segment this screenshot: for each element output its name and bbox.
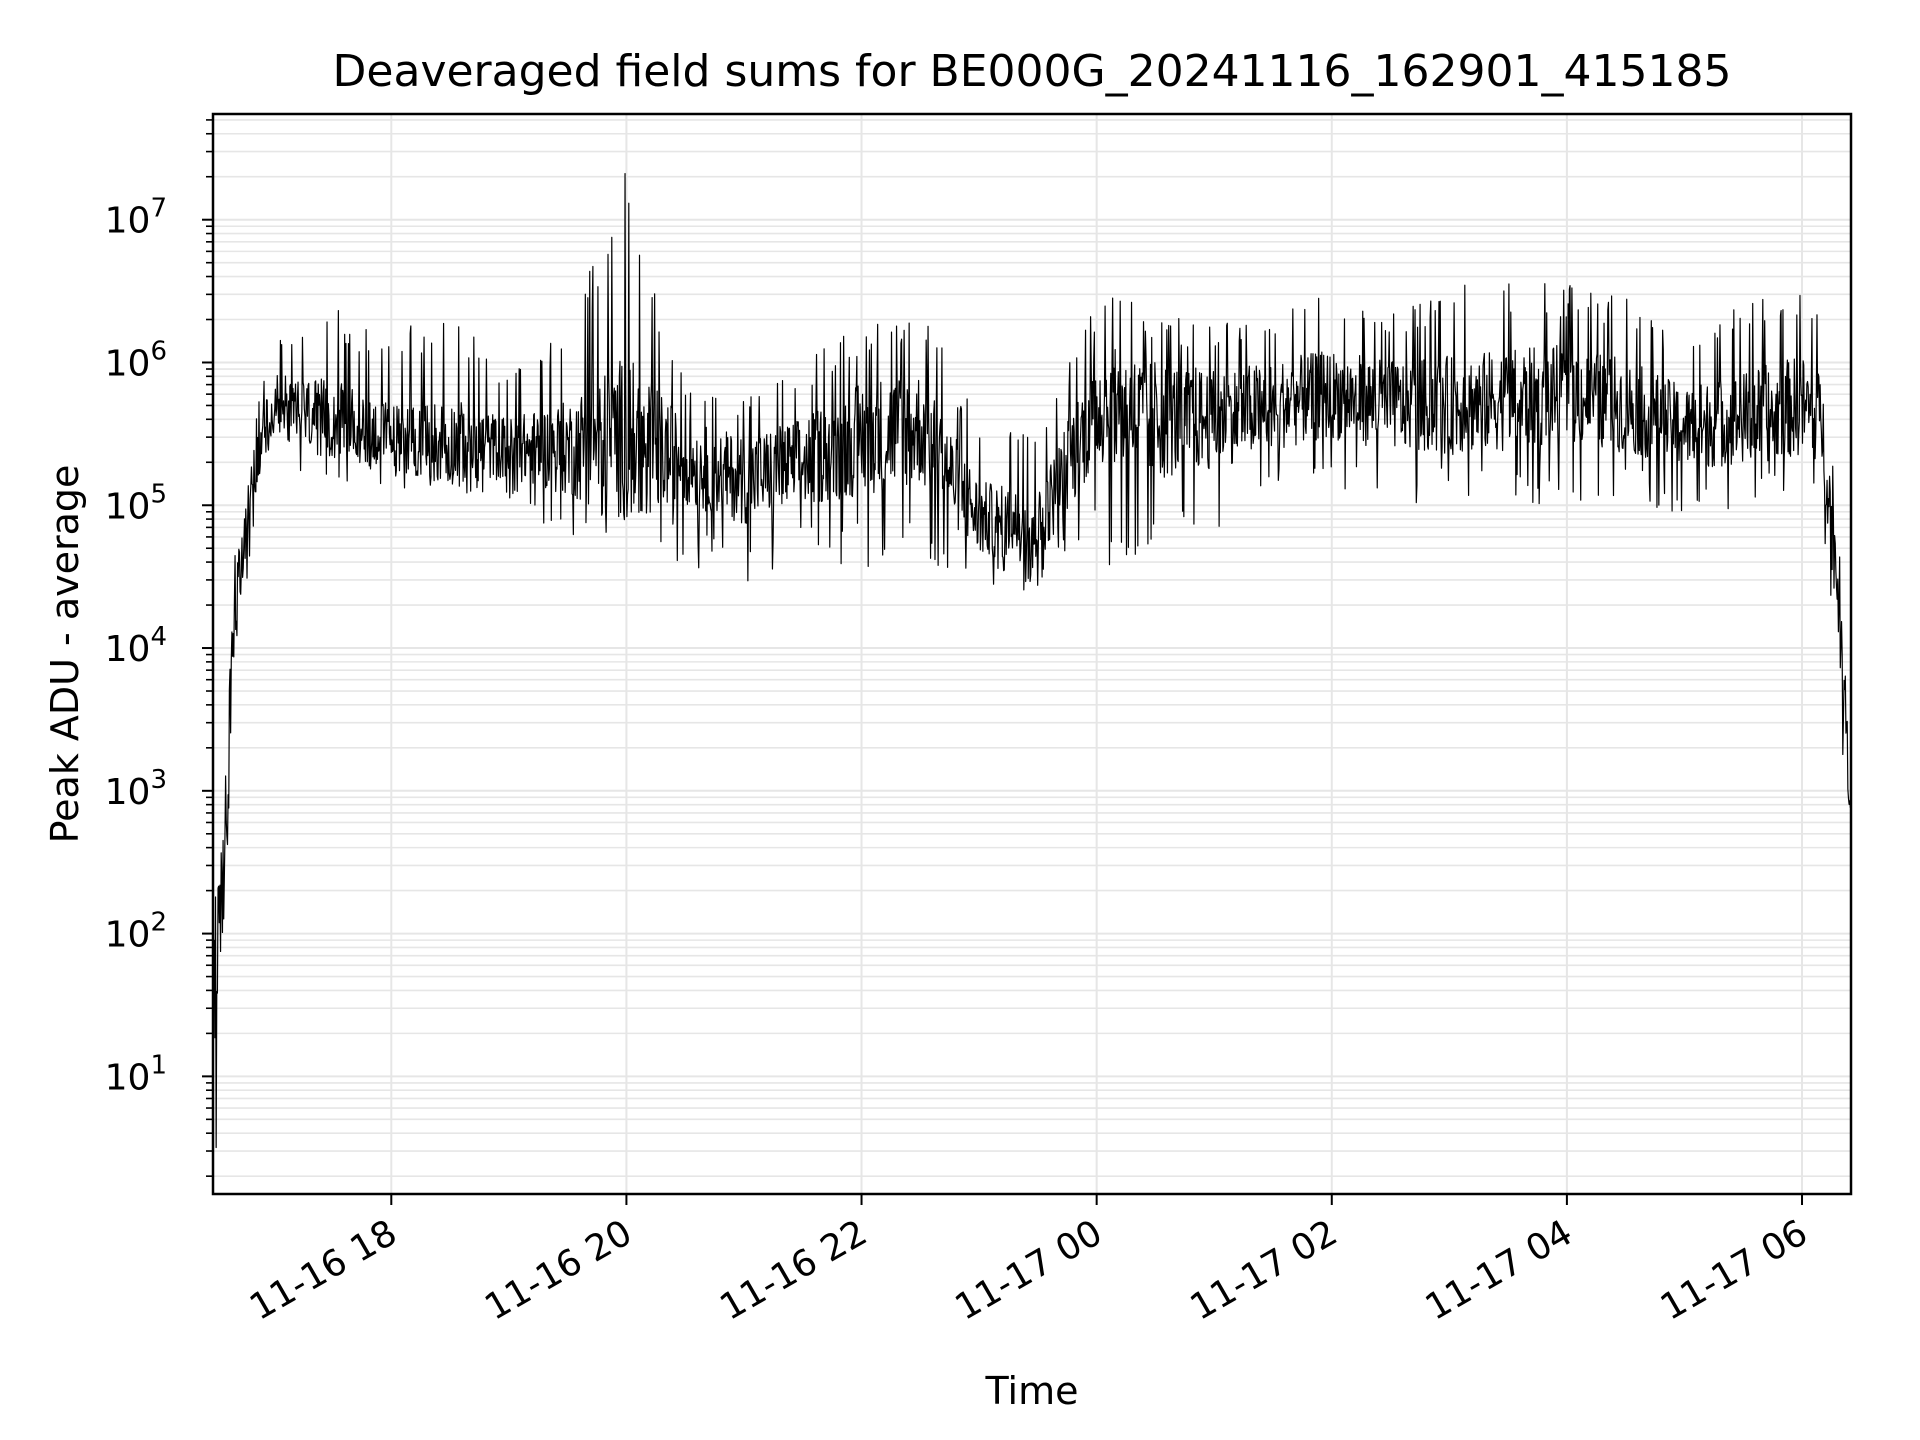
y-tick-label: 102 [105, 908, 167, 956]
y-tick-label: 106 [105, 336, 167, 384]
y-tick-label: 107 [105, 194, 167, 242]
y-axis-label: Peak ADU - average [43, 465, 87, 844]
chart-title: Deaveraged field sums for BE000G_2024111… [333, 46, 1732, 97]
grid [213, 114, 1851, 1194]
series-group [212, 172, 1852, 1149]
y-tick-label: 104 [105, 622, 167, 670]
y-tick-label: 103 [105, 765, 167, 813]
y-tick-label: 101 [105, 1050, 167, 1098]
y-tick-label: 105 [105, 479, 167, 527]
y-axis: 101 102 103 104 105 106 107 [105, 119, 213, 1177]
x-axis-label: Time [985, 1369, 1079, 1413]
series-line [212, 172, 1852, 1149]
